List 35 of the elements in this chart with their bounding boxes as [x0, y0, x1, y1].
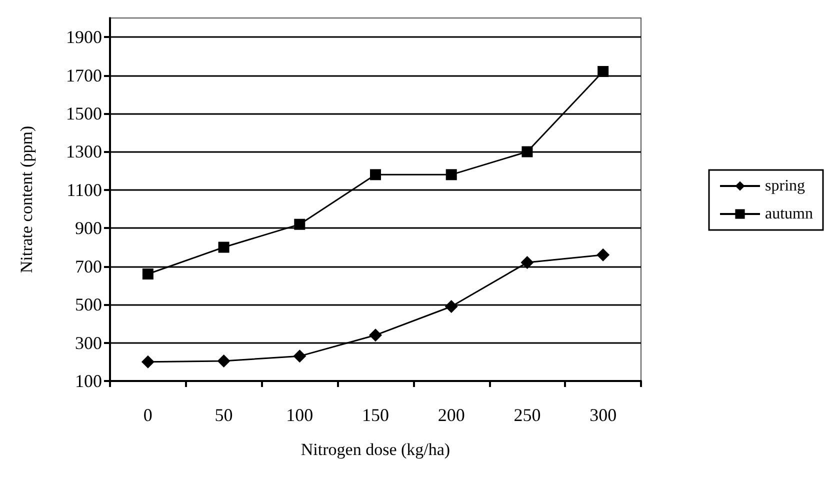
y-tick-label: 1300: [66, 142, 102, 162]
x-tick-label: 150: [362, 405, 389, 425]
x-tick-label: 200: [438, 405, 465, 425]
y-tick-label: 700: [75, 256, 102, 276]
point: [370, 169, 381, 180]
x-tick-label: 0: [143, 405, 152, 425]
x-tick-label: 250: [514, 405, 541, 425]
point: [218, 242, 230, 253]
point: [596, 248, 610, 262]
y-tick-label: 1700: [66, 65, 102, 86]
point: [369, 328, 382, 342]
y-tick-label: 900: [75, 218, 102, 238]
point: [520, 256, 534, 270]
point: [142, 268, 154, 280]
x-tick-label: 300: [590, 405, 617, 425]
point: [141, 355, 154, 368]
x-tick-label: 100: [286, 405, 314, 425]
point: [446, 169, 457, 180]
y-tick-label: 300: [75, 332, 102, 353]
point: [217, 354, 230, 368]
y-axis-title: Nitrate content (ppm): [17, 126, 36, 274]
y-tick-label: 1900: [66, 27, 102, 48]
point: [598, 66, 609, 77]
x-axis-title: Nitrogen dose (kg/ha): [300, 440, 450, 459]
point: [444, 300, 458, 313]
y-tick-label: 1500: [66, 104, 102, 124]
point: [522, 146, 533, 158]
y-tick-label: 500: [75, 294, 102, 315]
point: [293, 350, 306, 363]
x-tick-label: 50: [214, 405, 233, 425]
y-tick-label: 100: [75, 371, 102, 391]
point: [294, 218, 306, 230]
y-tick-label: 1100: [66, 180, 102, 200]
legend-label: autumn: [765, 206, 814, 222]
legend-label: spring: [765, 178, 806, 194]
